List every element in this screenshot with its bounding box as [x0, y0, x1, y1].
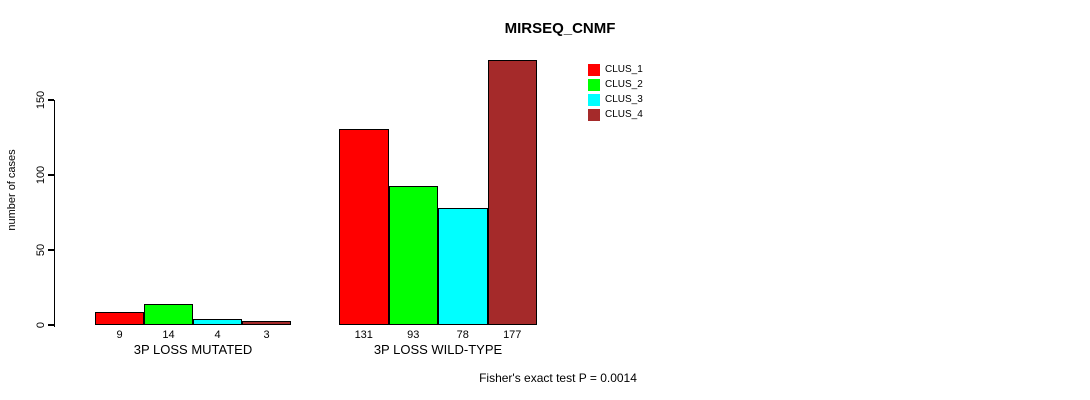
bar-value-label: 78 — [456, 329, 469, 341]
y-tick-label: 100 — [35, 165, 47, 185]
bar-value-label: 9 — [116, 329, 123, 341]
legend: CLUS_1 CLUS_2 CLUS_3 CLUS_4 — [588, 64, 643, 124]
y-tick-mark — [47, 174, 54, 176]
y-tick-mark — [47, 99, 54, 101]
bar — [193, 319, 242, 325]
bar — [339, 128, 389, 325]
bar — [438, 208, 488, 325]
y-tick-label: 0 — [35, 321, 47, 329]
caption: Fisher's exact test P = 0.0014 — [479, 371, 637, 385]
group-label: 3P LOSS MUTATED — [133, 342, 253, 357]
legend-label: CLUS_2 — [605, 79, 643, 90]
bar-value-label: 4 — [214, 329, 221, 341]
bar-value-label: 3 — [263, 329, 270, 341]
legend-label: CLUS_3 — [605, 94, 643, 105]
bar-value-label: 131 — [354, 329, 373, 341]
bar-value-label: 14 — [162, 329, 175, 341]
legend-label: CLUS_1 — [605, 64, 643, 75]
bar — [388, 185, 438, 325]
y-axis-line — [53, 100, 55, 327]
y-tick-mark — [47, 324, 54, 326]
legend-row: CLUS_3 — [588, 94, 643, 106]
legend-label: CLUS_4 — [605, 109, 643, 120]
bar-value-label: 93 — [407, 329, 420, 341]
bar — [242, 320, 291, 325]
bar — [95, 311, 144, 325]
group-label: 3P LOSS WILD-TYPE — [373, 342, 503, 357]
legend-row: CLUS_4 — [588, 109, 643, 121]
y-tick-mark — [47, 249, 54, 251]
bar — [487, 59, 537, 325]
legend-swatch — [588, 109, 600, 121]
bar — [144, 304, 193, 325]
legend-swatch — [588, 79, 600, 91]
legend-swatch — [588, 64, 600, 76]
legend-row: CLUS_2 — [588, 79, 643, 91]
legend-swatch — [588, 94, 600, 106]
bar-value-label: 177 — [503, 329, 522, 341]
chart-title: MIRSEQ_CNMF — [504, 20, 616, 37]
y-tick-label: 150 — [35, 90, 47, 110]
y-tick-label: 50 — [35, 243, 47, 257]
legend-row: CLUS_1 — [588, 64, 643, 76]
